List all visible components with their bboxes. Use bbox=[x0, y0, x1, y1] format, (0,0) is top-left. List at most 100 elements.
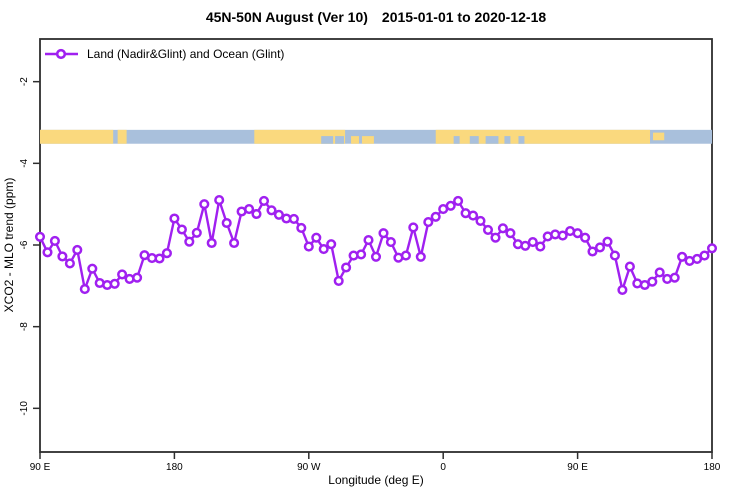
chart-title-dates: 2015-01-01 to 2020-12-18 bbox=[382, 9, 546, 25]
data-point bbox=[385, 237, 396, 248]
data-point bbox=[109, 278, 120, 289]
legend-label: Land (Nadir&Glint) and Ocean (Glint) bbox=[87, 47, 284, 61]
y-axis-ticks: -2 -4 -6 -8 -10 bbox=[19, 77, 40, 416]
band-segment-land bbox=[117, 129, 127, 144]
data-point bbox=[557, 230, 568, 241]
data-point bbox=[214, 195, 225, 206]
x-tick-label: 90 E bbox=[567, 462, 588, 473]
data-point bbox=[176, 224, 187, 235]
y-tick-label: -8 bbox=[19, 322, 30, 331]
data-point bbox=[654, 267, 665, 278]
band-segment-land bbox=[40, 129, 114, 144]
data-point bbox=[191, 227, 202, 238]
data-point bbox=[49, 235, 60, 246]
data-point bbox=[587, 246, 598, 257]
data-series bbox=[34, 195, 718, 295]
data-point bbox=[333, 275, 344, 286]
data-point bbox=[423, 217, 434, 228]
data-point bbox=[266, 205, 277, 216]
plot-border bbox=[39, 38, 713, 453]
data-point bbox=[497, 223, 508, 234]
data-point bbox=[572, 228, 583, 239]
band-segment-land bbox=[435, 129, 651, 144]
data-point bbox=[602, 236, 613, 247]
data-point bbox=[482, 224, 494, 235]
y-tick-label: -4 bbox=[19, 158, 30, 167]
band-segment-ocean bbox=[335, 136, 345, 144]
data-point bbox=[647, 276, 658, 287]
data-point bbox=[229, 237, 240, 249]
data-point bbox=[580, 232, 591, 243]
chart-title: 45N-50N August (Ver 10) 2015-01-01 to 202… bbox=[206, 9, 547, 25]
data-point bbox=[378, 228, 389, 239]
data-point bbox=[258, 195, 270, 206]
x-tick-label: 90 W bbox=[297, 462, 321, 473]
data-point bbox=[72, 244, 83, 255]
y-tick-label: -6 bbox=[19, 240, 30, 249]
data-point bbox=[609, 250, 620, 261]
data-point bbox=[64, 258, 75, 269]
data-point bbox=[318, 244, 329, 255]
legend: Land (Nadir&Glint) and Ocean (Glint) bbox=[45, 47, 284, 61]
data-point bbox=[34, 231, 46, 242]
data-point bbox=[445, 200, 456, 211]
data-point bbox=[341, 262, 352, 273]
data-point bbox=[475, 215, 486, 226]
band-segment-land bbox=[351, 136, 359, 144]
data-point bbox=[706, 243, 718, 254]
data-point bbox=[87, 263, 98, 274]
band-segment-ocean bbox=[453, 136, 460, 144]
y-axis-title: XCO2 - MLO trend (ppm) bbox=[2, 178, 16, 313]
band-segment-ocean bbox=[485, 136, 499, 144]
data-point bbox=[415, 251, 426, 262]
y-tick-label: -2 bbox=[19, 77, 30, 86]
data-point bbox=[326, 239, 337, 250]
chart-title-main: 45N-50N August (Ver 10) bbox=[206, 9, 368, 25]
data-point bbox=[430, 211, 441, 222]
x-axis-title: Longitude (deg E) bbox=[328, 473, 423, 487]
data-point bbox=[520, 240, 531, 251]
data-point bbox=[303, 241, 314, 252]
band-segment-ocean bbox=[504, 136, 511, 144]
data-point bbox=[206, 237, 217, 249]
data-point bbox=[669, 272, 680, 283]
data-point bbox=[356, 249, 367, 260]
data-point bbox=[370, 251, 382, 262]
data-point bbox=[535, 241, 546, 252]
band-segment-ocean bbox=[469, 136, 479, 144]
data-point bbox=[161, 248, 172, 259]
data-point bbox=[490, 232, 501, 243]
y-tick-label: -10 bbox=[19, 401, 30, 416]
data-point bbox=[296, 222, 307, 233]
data-point bbox=[400, 250, 411, 261]
data-point bbox=[453, 195, 464, 206]
data-point bbox=[363, 235, 374, 246]
data-point bbox=[169, 213, 180, 224]
data-point bbox=[311, 232, 322, 243]
band-segment-ocean bbox=[518, 136, 525, 144]
band-segment-land bbox=[653, 132, 665, 141]
data-point bbox=[624, 261, 635, 272]
data-point bbox=[288, 213, 299, 224]
data-point bbox=[617, 284, 628, 295]
x-tick-label: 90 E bbox=[30, 462, 51, 473]
data-point bbox=[251, 208, 262, 220]
data-point bbox=[132, 272, 143, 283]
map-band bbox=[40, 129, 712, 144]
data-point bbox=[468, 210, 479, 221]
data-point bbox=[527, 237, 538, 248]
data-point bbox=[184, 236, 195, 247]
data-point bbox=[677, 251, 688, 262]
data-point bbox=[221, 217, 232, 229]
x-tick-label: 180 bbox=[166, 462, 183, 473]
x-axis-ticks: 90 E 180 90 W 0 90 E 180 bbox=[30, 452, 721, 473]
legend-marker-icon bbox=[55, 48, 67, 60]
data-point bbox=[594, 242, 606, 253]
data-point bbox=[154, 253, 165, 264]
data-point bbox=[42, 247, 53, 258]
data-point bbox=[505, 228, 516, 239]
x-tick-label: 0 bbox=[440, 462, 446, 473]
data-point bbox=[199, 199, 210, 210]
